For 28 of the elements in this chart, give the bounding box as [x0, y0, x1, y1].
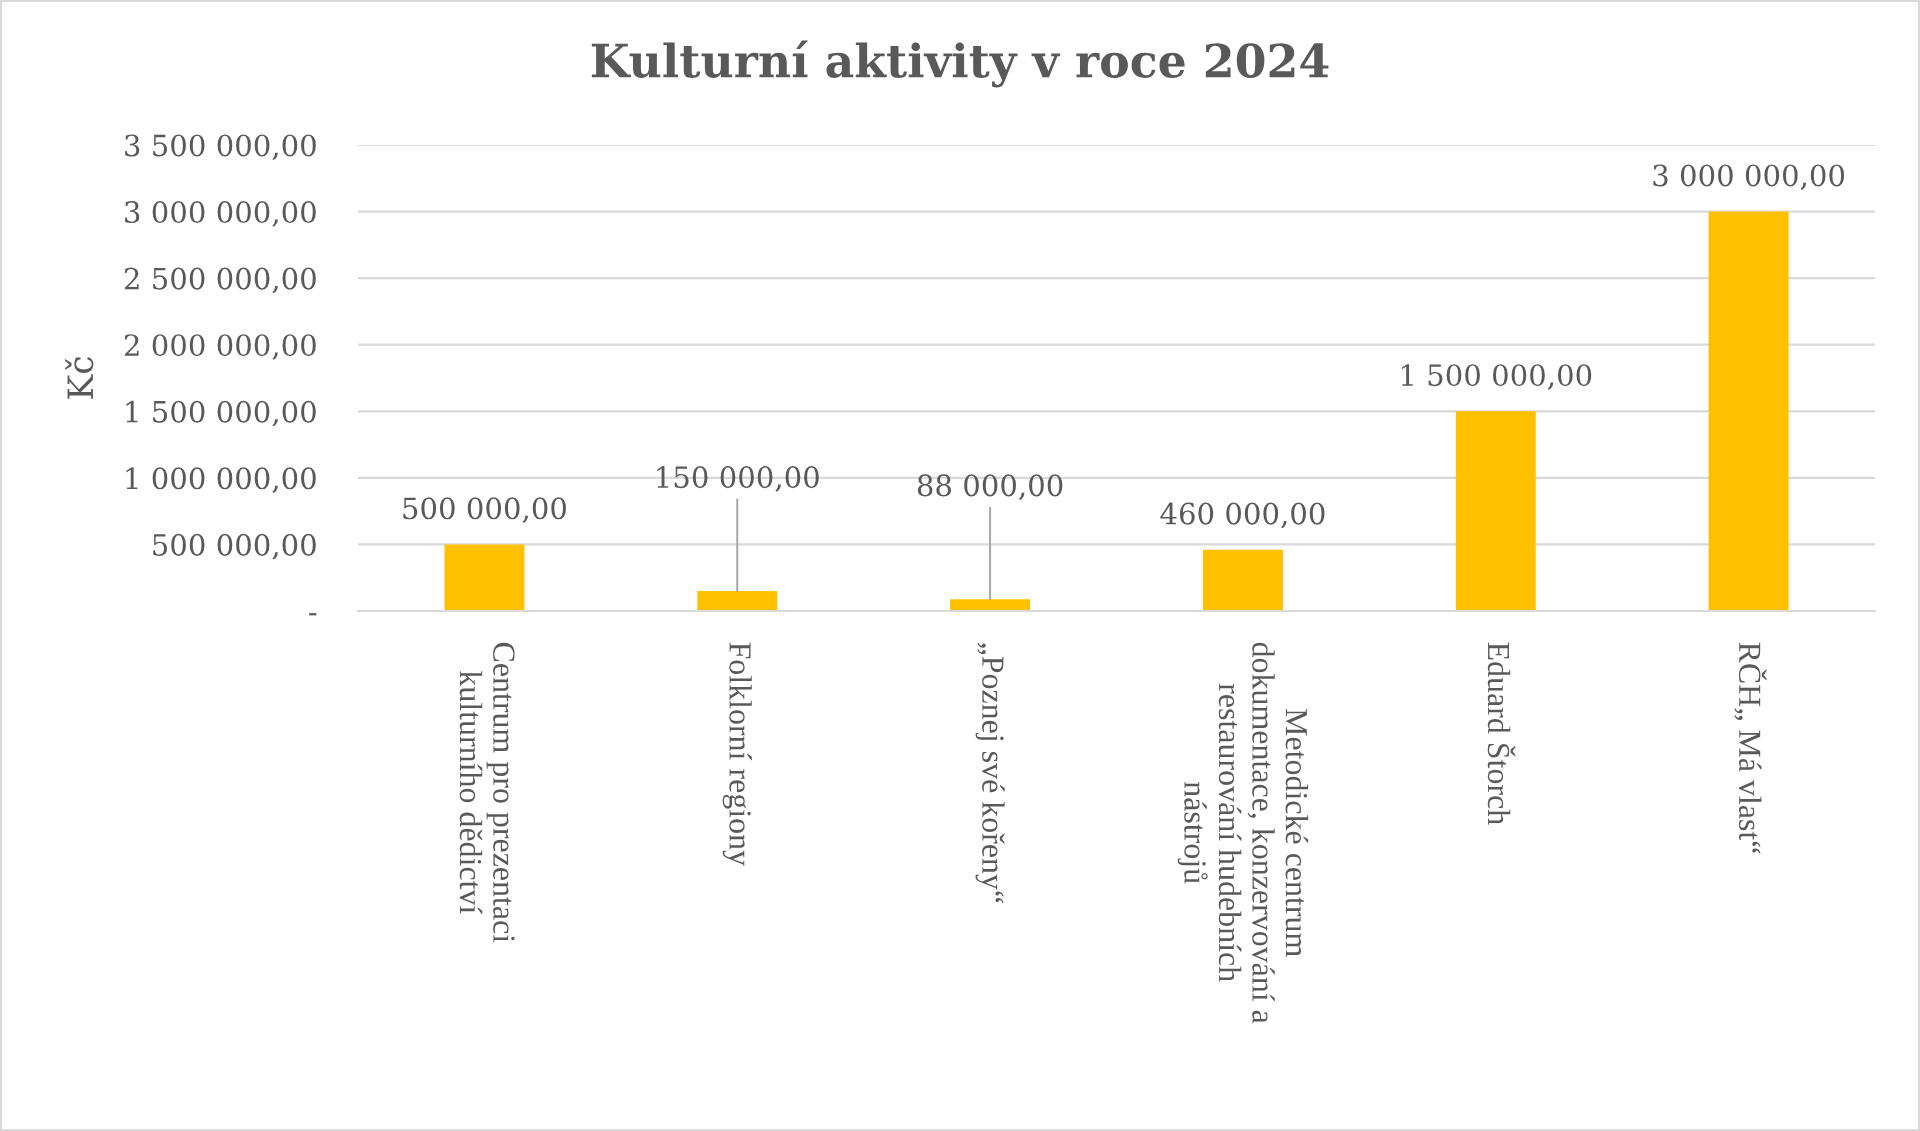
- data-label: 460 000,00: [1160, 502, 1325, 529]
- data-label: 3 000 000,00: [1653, 164, 1845, 191]
- x-tick-label: Centrum pro prezentaci kulturního dědictví: [459, 642, 515, 943]
- data-label: 1 500 000,00: [1401, 364, 1592, 390]
- y-axis-title: Kč: [65, 356, 94, 399]
- y-tick-label: 1 000 000,00: [126, 467, 316, 493]
- bar: [444, 544, 525, 611]
- y-tick-label: 500 000,00: [153, 533, 316, 560]
- x-tick-label: Metodické centrum dokumentace, konzervování a restaurování hudebních nástrojů: [1177, 642, 1309, 1024]
- bar: [1455, 411, 1536, 611]
- y-tick-label: 2 000 000,00: [124, 334, 316, 360]
- data-label: 150 000,00: [657, 466, 819, 492]
- x-tick-label: Eduard Štorch: [1487, 642, 1516, 825]
- bar: [697, 591, 778, 611]
- data-label: 88 000,00: [917, 474, 1063, 500]
- chart-title: Kulturní aktivity v roce 2024: [591, 40, 1329, 88]
- x-tick-label: Folklorní regiony: [722, 642, 752, 866]
- y-tick-label: 3 500 000,00: [125, 134, 316, 161]
- bar: [1202, 549, 1283, 611]
- bar: [1708, 211, 1789, 611]
- x-tick-label: „Poznej své kořeny“: [975, 642, 1005, 903]
- y-tick-label: 3 000 000,00: [125, 201, 316, 227]
- x-tick-label: RČH„ Má vlast“: [1734, 642, 1767, 854]
- y-tick-label: -: [309, 613, 317, 616]
- y-tick-label: 2 500 000,00: [124, 267, 316, 294]
- y-tick-label: 1 500 000,00: [126, 400, 316, 427]
- bar: [950, 599, 1031, 611]
- data-label: 500 000,00: [403, 497, 566, 523]
